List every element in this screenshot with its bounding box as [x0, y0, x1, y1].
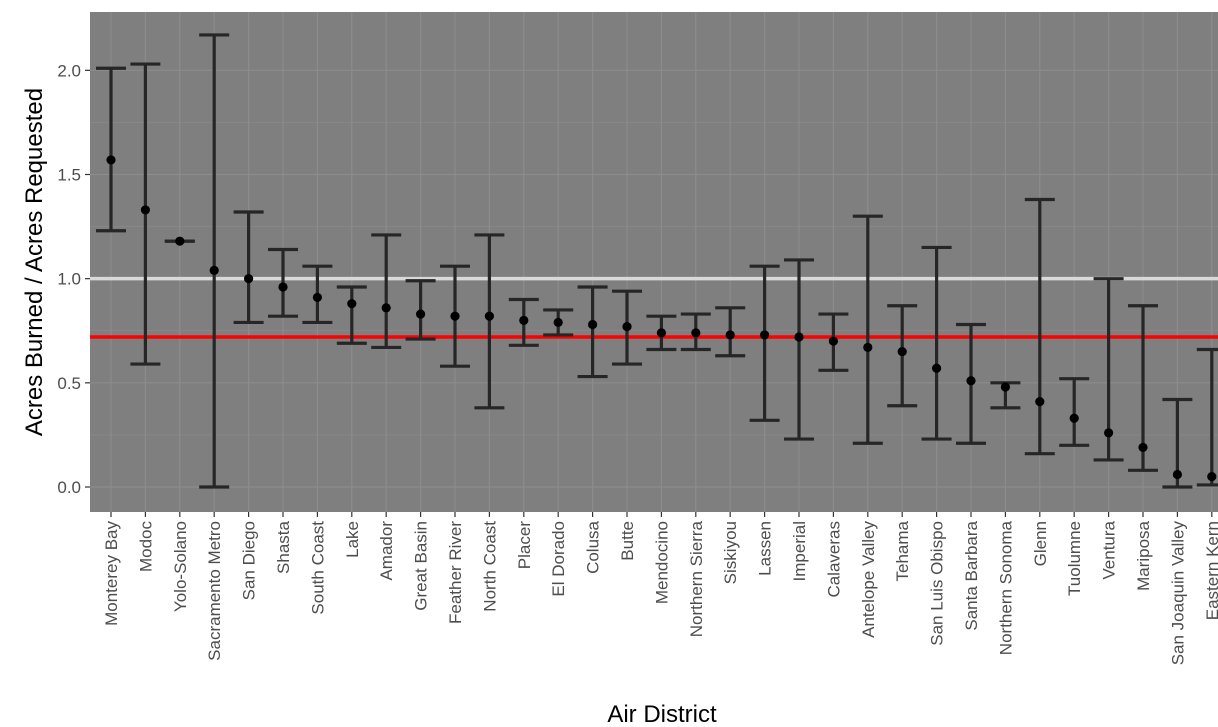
data-point: [175, 236, 185, 246]
data-point: [760, 330, 770, 340]
data-point: [416, 309, 426, 319]
data-point: [966, 376, 976, 386]
x-tick-label: San Luis Obispo: [928, 521, 947, 646]
data-point: [381, 303, 391, 313]
x-tick-label: Colusa: [584, 520, 603, 573]
x-tick-label: El Dorado: [549, 521, 568, 597]
data-point: [278, 282, 288, 292]
x-tick-label: San Joaquin Valley: [1168, 521, 1187, 666]
data-point: [863, 342, 873, 353]
data-point: [1138, 442, 1148, 453]
x-tick-label: Mariposa: [1134, 520, 1153, 590]
data-point: [484, 311, 494, 321]
x-tick-label: Santa Barbara: [962, 520, 981, 630]
points: [106, 155, 1217, 482]
x-tick-label: Antelope Valley: [859, 521, 878, 638]
y-axis: 0.0 0.5 1.0 1.5 2.0: [57, 61, 90, 497]
data-point: [1207, 471, 1217, 482]
data-point: [622, 321, 632, 332]
data-point: [244, 274, 254, 284]
x-axis-title: Air District: [607, 701, 717, 727]
x-tick-label: Imperial: [790, 521, 809, 581]
y-tick-label: 0.5: [57, 374, 81, 393]
data-point: [691, 328, 701, 338]
data-point: [1104, 428, 1114, 438]
data-point: [1035, 396, 1045, 407]
data-point: [656, 328, 667, 338]
x-tick-label: Feather River: [446, 521, 465, 624]
data-point: [1172, 469, 1182, 480]
x-tick-label: South Coast: [308, 521, 327, 615]
data-point: [932, 363, 942, 373]
x-tick-label: Mendocino: [652, 521, 671, 604]
data-point: [106, 155, 116, 165]
panel-background: [90, 12, 1218, 512]
x-tick-label: Lake: [343, 521, 362, 558]
y-tick-label: 1.5: [57, 166, 81, 185]
x-tick-label: Butte: [618, 521, 637, 561]
x-tick-label: Shasta: [274, 520, 293, 573]
data-point: [209, 265, 219, 275]
y-tick-label: 0.0: [57, 478, 81, 497]
x-tick-label: Calaveras: [824, 521, 843, 598]
data-point: [140, 205, 150, 215]
x-tick-label: Eastern Kern: [1203, 521, 1218, 620]
x-tick-label: Siskiyou: [721, 521, 740, 584]
x-tick-label: Tuolumne: [1065, 521, 1084, 596]
data-point: [828, 336, 839, 346]
y-tick-label: 1.0: [57, 270, 81, 289]
data-point: [347, 299, 357, 309]
x-tick-label: Monterey Bay: [102, 521, 121, 626]
x-tick-label: Tehama: [893, 520, 912, 581]
x-tick-label: Placer: [515, 521, 534, 570]
data-point: [450, 311, 460, 321]
data-point: [725, 330, 735, 340]
data-point: [519, 315, 529, 325]
x-tick-label: Ventura: [1100, 520, 1119, 579]
x-tick-label: Sacramento Metro: [205, 521, 224, 661]
data-point: [312, 292, 322, 303]
x-tick-label: Yolo-Solano: [171, 521, 190, 612]
data-point: [553, 317, 563, 328]
x-tick-label: Northern Sonoma: [996, 520, 1015, 655]
reference-lines: [90, 276, 1218, 339]
data-point: [897, 346, 907, 357]
y-axis-title: Acres Burned / Acres Requested: [21, 88, 48, 436]
x-tick-label: Amador: [377, 521, 396, 581]
data-point: [588, 319, 598, 330]
y-tick-label: 2.0: [57, 61, 81, 80]
x-tick-label: North Coast: [480, 521, 499, 612]
x-tick-label: Great Basin: [412, 521, 431, 611]
data-point: [1000, 382, 1011, 392]
x-tick-label: Modoc: [136, 521, 155, 573]
x-tick-label: San Diego: [240, 521, 259, 600]
x-tick-label: Glenn: [1031, 521, 1050, 566]
x-tick-label: Northern Sierra: [687, 520, 706, 637]
data-point: [1069, 413, 1079, 423]
x-tick-label: Lassen: [756, 521, 775, 576]
x-axis: Monterey Bay Modoc Yolo-Solano Sacramento M…: [102, 512, 1218, 665]
data-point: [794, 332, 804, 342]
